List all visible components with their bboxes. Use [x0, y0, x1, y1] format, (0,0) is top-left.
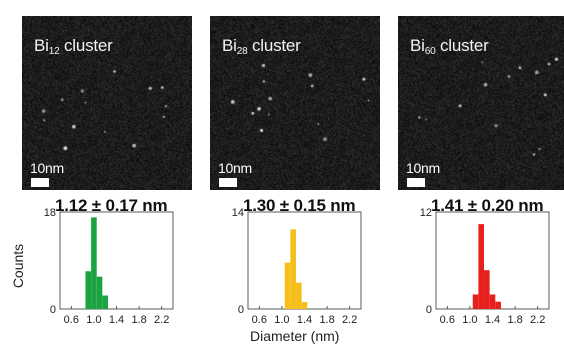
scale-bar — [219, 178, 237, 187]
histogram-bar — [472, 294, 479, 309]
x-tick-label: 1.4 — [109, 314, 124, 326]
histogram-bi28: 0.6 1.0 1.4 1.8 2.2 14 0 — [232, 207, 362, 326]
mean-diameter-bi12: 1.12 ± 0.17 nm — [55, 196, 168, 215]
micrograph-noise — [398, 16, 564, 190]
histogram-bar — [301, 302, 308, 309]
y-zero-label: 0 — [50, 304, 56, 316]
x-tick-label: 0.6 — [252, 314, 267, 326]
plot-frame — [247, 211, 362, 310]
y-zero-label: 0 — [238, 304, 244, 316]
x-tick-label: 1.8 — [319, 314, 334, 326]
y-max-label: 14 — [232, 207, 244, 219]
y-max-label: 18 — [44, 207, 56, 219]
histogram-bar — [102, 295, 108, 309]
y-max-label: 12 — [420, 207, 432, 219]
cluster-label: Bi12 cluster — [34, 36, 113, 57]
x-tick-label: 1.4 — [297, 314, 312, 326]
x-tick-label: 1.0 — [462, 314, 477, 326]
histogram-bar — [478, 224, 484, 309]
histogram-bar — [484, 270, 490, 309]
x-tick-label: 1.4 — [485, 314, 500, 326]
x-tick-label: 1.8 — [507, 314, 522, 326]
histogram-bar — [296, 282, 302, 309]
scale-bar-label: 10nm — [30, 160, 64, 176]
histogram-bar — [85, 271, 92, 309]
mean-diameter-bi60: 1.41 ± 0.20 nm — [431, 196, 544, 215]
x-tick-label: 1.0 — [86, 314, 101, 326]
x-tick-label: 1.8 — [131, 314, 146, 326]
x-tick-label: 2.2 — [154, 314, 169, 326]
microscopy-image-bi28: Bi28 cluster 10nm — [210, 16, 380, 190]
micrograph-noise — [22, 16, 192, 190]
microscopy-image-bi12: Bi12 cluster 10nm — [22, 16, 192, 190]
histogram-bar — [489, 294, 496, 309]
scale-bar-label: 10nm — [406, 160, 440, 176]
histogram-bar — [495, 301, 501, 309]
micrograph-noise — [210, 16, 380, 190]
scale-bar — [31, 178, 49, 187]
scale-bar — [407, 178, 425, 187]
x-tick-label: 1.0 — [274, 314, 289, 326]
histogram-bi60: 0.6 1.0 1.4 1.8 2.2 12 0 — [420, 207, 550, 326]
x-tick-label: 0.6 — [440, 314, 455, 326]
plot-frame — [59, 211, 174, 310]
y-axis-title: Counts — [10, 243, 27, 289]
cluster-label: Bi28 cluster — [222, 36, 301, 57]
mean-diameter-bi28: 1.30 ± 0.15 nm — [243, 196, 356, 215]
histogram-bar — [96, 276, 103, 309]
x-tick-label: 2.2 — [342, 314, 357, 326]
scale-bar-label: 10nm — [218, 160, 252, 176]
histogram-bar — [284, 262, 291, 309]
x-axis-title: Diameter (nm) — [250, 328, 340, 344]
x-tick-label: 0.6 — [64, 314, 79, 326]
y-zero-label: 0 — [426, 304, 432, 316]
cluster-label: Bi60 cluster — [410, 36, 489, 57]
histogram-bar — [91, 217, 97, 309]
x-tick-label: 2.2 — [530, 314, 545, 326]
histogram-bi12: 0.6 1.0 1.4 1.8 2.2 18 0 — [44, 207, 174, 326]
histogram-bar — [290, 229, 296, 309]
microscopy-image-bi60: Bi60 cluster 10nm — [398, 16, 564, 190]
